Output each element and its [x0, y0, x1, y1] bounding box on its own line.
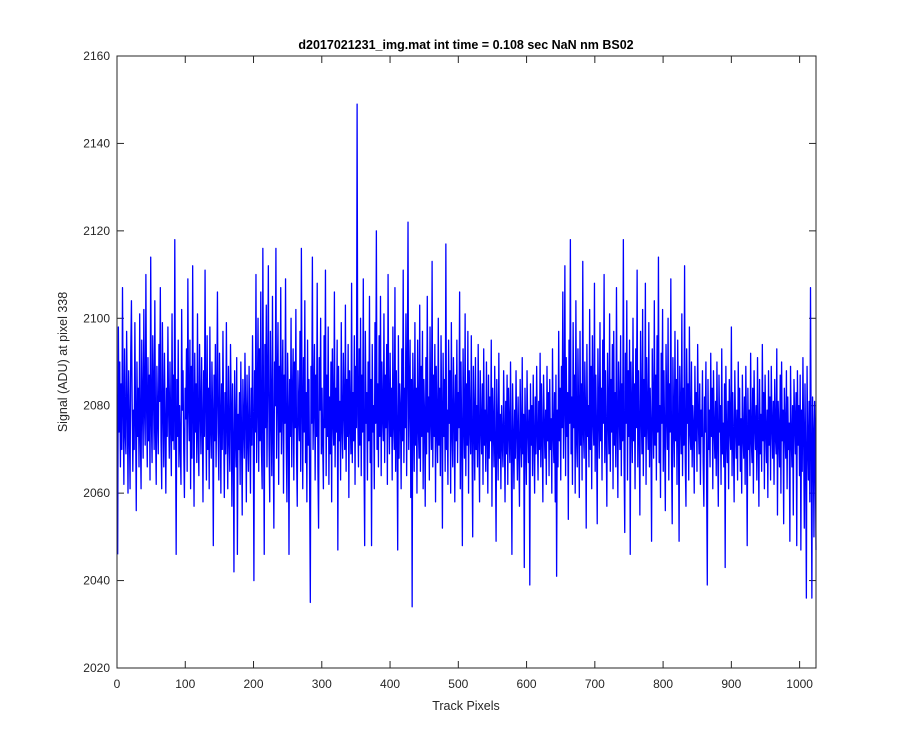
x-tick-label: 300 — [312, 677, 332, 691]
y-tick-label: 2020 — [83, 661, 110, 675]
x-axis-label: Track Pixels — [432, 699, 500, 713]
x-tick-label: 700 — [585, 677, 605, 691]
x-tick-label: 900 — [721, 677, 741, 691]
x-tick-label: 0 — [114, 677, 121, 691]
y-tick-label: 2060 — [83, 486, 110, 500]
x-tick-label: 1000 — [786, 677, 813, 691]
y-tick-label: 2040 — [83, 574, 110, 588]
chart-title: d2017021231_img.mat int time = 0.108 sec… — [298, 38, 633, 52]
x-tick-label: 500 — [448, 677, 468, 691]
series-line — [117, 103, 817, 608]
y-tick-label: 2080 — [83, 399, 110, 413]
x-tick-label: 800 — [653, 677, 673, 691]
x-tick-label: 400 — [380, 677, 400, 691]
x-tick-label: 200 — [244, 677, 264, 691]
y-tick-label: 2160 — [83, 49, 110, 63]
x-tick-label: 100 — [175, 677, 195, 691]
x-tick-label: 600 — [517, 677, 537, 691]
y-tick-label: 2140 — [83, 136, 110, 150]
plot-frame — [116, 55, 817, 669]
y-tick-label: 2100 — [83, 311, 110, 325]
y-axis-label: Signal (ADU) at pixel 338 — [56, 292, 70, 432]
y-tick-label: 2120 — [83, 224, 110, 238]
